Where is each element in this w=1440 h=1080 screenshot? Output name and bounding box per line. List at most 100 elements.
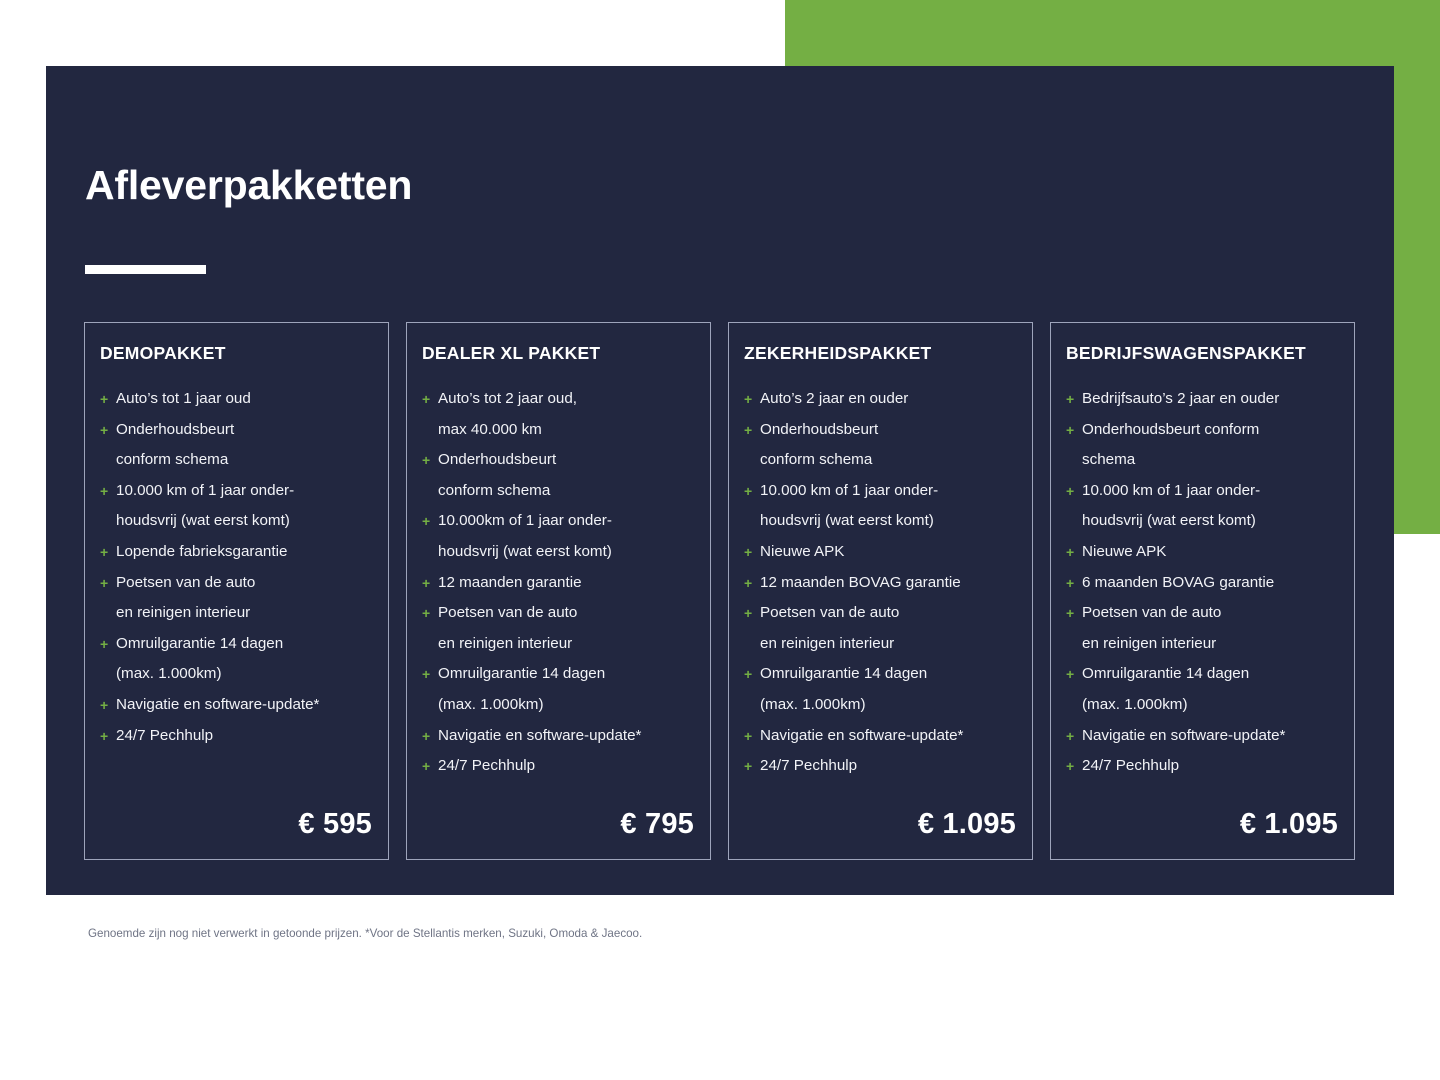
- package-feature-list: + Bedrijfsauto’s 2 jaar en ouder + Onderhou…: [1066, 384, 1338, 782]
- plus-icon: +: [422, 758, 431, 775]
- package-card[interactable]: ZEKERHEIDSPAKKET + Auto’s 2 jaar en ouder +…: [728, 322, 1033, 860]
- panel-inner: Afleverpakketten DEMOPAKKET + Auto’s tot 1…: [46, 66, 1394, 895]
- package-feature-label: Poetsen van de auto en reinigen interieu…: [760, 604, 900, 652]
- package-feature-item: + Onderhoudsbeurt conform schema: [422, 445, 694, 506]
- plus-icon: +: [1066, 605, 1075, 622]
- package-feature-label: Omruilgarantie 14 dagen (max. 1.000km): [1082, 665, 1250, 713]
- package-feature-label: 24/7 Pechhulp: [116, 726, 214, 744]
- package-feature-list: + Auto’s tot 2 jaar oud, max 40.000 km + On…: [422, 384, 694, 782]
- package-feature-label: Poetsen van de auto en reinigen interieu…: [438, 604, 578, 652]
- package-price: € 1.095: [917, 807, 1016, 840]
- plus-icon: +: [1066, 758, 1075, 775]
- package-feature-label: Bedrijfsauto’s 2 jaar en ouder: [1082, 390, 1280, 407]
- package-feature-label: 24/7 Pechhulp: [760, 757, 858, 775]
- package-feature-label: Lopende fabrieksgarantie: [116, 542, 288, 560]
- plus-icon: +: [744, 666, 753, 683]
- package-card-title: BEDRIJFSWAGENSPAKKET: [1066, 343, 1306, 363]
- page-title: Afleverpakketten: [85, 162, 413, 208]
- package-feature-item: + Navigatie en software-update*: [1066, 721, 1338, 752]
- package-feature-item: + Onderhoudsbeurt conform schema: [100, 415, 372, 476]
- package-card-title: ZEKERHEIDSPAKKET: [744, 343, 932, 363]
- plus-icon: +: [1066, 391, 1075, 407]
- package-feature-item: + Nieuwe APK: [744, 537, 1016, 568]
- package-feature-item: + Omruilgarantie 14 dagen (max. 1.000km): [422, 659, 694, 720]
- package-feature-label: Onderhoudsbeurt conform schema: [760, 420, 879, 469]
- package-feature-item: + Navigatie en software-update*: [422, 721, 694, 752]
- package-feature-item: +10.000 km of 1 jaar onder- houdsvrij (w…: [100, 476, 372, 537]
- package-feature-item: +24/7 Pechhulp: [100, 721, 372, 752]
- plus-icon: +: [1066, 666, 1075, 683]
- package-feature-item: + Poetsen van de auto en reinigen interie…: [100, 568, 372, 629]
- package-feature-label: 10.000 km of 1 jaar onder- houdsvrij (wa…: [116, 481, 295, 530]
- package-feature-label: 10.000 km of 1 jaar onder- houdsvrij (wa…: [760, 481, 939, 530]
- package-feature-item: + Omruilgarantie 14 dagen (max. 1.000km): [100, 629, 372, 690]
- package-feature-item: +24/7 Pechhulp: [1066, 751, 1338, 782]
- package-feature-label: Nieuwe APK: [760, 542, 845, 560]
- plus-icon: +: [1066, 421, 1075, 438]
- plus-icon: +: [744, 421, 753, 438]
- package-feature-item: + Auto’s tot 1 jaar oud: [100, 384, 372, 415]
- plus-icon: +: [100, 421, 109, 438]
- package-feature-label: Onderhoudsbeurt conform schema: [116, 420, 235, 469]
- plus-icon: +: [422, 727, 431, 744]
- package-feature-item: + Navigatie en software-update*: [100, 690, 372, 721]
- package-price: € 595: [298, 807, 372, 840]
- package-feature-label: Navigatie en software-update*: [760, 726, 964, 744]
- package-feature-item: +12 maanden BOVAG garantie: [744, 568, 1016, 599]
- plus-icon: +: [422, 666, 431, 683]
- package-feature-label: 24/7 Pechhulp: [1082, 757, 1180, 775]
- package-feature-label: Auto’s tot 2 jaar oud, max 40.000 km: [438, 390, 578, 438]
- package-feature-item: + Onderhoudsbeurt conform schema: [744, 415, 1016, 476]
- package-feature-label: Navigatie en software-update*: [1082, 726, 1286, 744]
- plus-icon: +: [744, 391, 753, 407]
- plus-icon: +: [100, 574, 109, 591]
- plus-icon: +: [744, 574, 753, 591]
- package-feature-item: + Auto’s tot 2 jaar oud, max 40.000 km: [422, 384, 694, 445]
- package-feature-item: + Poetsen van de auto en reinigen interie…: [1066, 598, 1338, 659]
- package-feature-label: Nieuwe APK: [1082, 542, 1167, 560]
- package-feature-label: 6 maanden BOVAG garantie: [1082, 573, 1275, 591]
- package-feature-item: +24/7 Pechhulp: [744, 751, 1016, 782]
- package-feature-item: +12 maanden garantie: [422, 568, 694, 599]
- plus-icon: +: [422, 605, 431, 622]
- package-card[interactable]: DEMOPAKKET + Auto’s tot 1 jaar oud + Onderho…: [84, 322, 389, 860]
- footnote-text: Genoemde zijn nog niet verwerkt in getoo…: [88, 927, 643, 940]
- package-feature-list: + Auto’s 2 jaar en ouder + Onderhoudsbeurt …: [744, 384, 1016, 782]
- package-feature-label: 12 maanden BOVAG garantie: [760, 573, 961, 591]
- afleverpakketten-panel: Afleverpakketten DEMOPAKKET + Auto’s tot 1…: [46, 66, 1394, 895]
- package-feature-label: Onderhoudsbeurt conform schema: [1082, 420, 1260, 469]
- package-price: € 1.095: [1239, 807, 1338, 840]
- package-feature-label: 10.000km of 1 jaar onder- houdsvrij (wat…: [438, 512, 612, 560]
- package-card-title: DEMOPAKKET: [100, 343, 226, 363]
- plus-icon: +: [744, 727, 753, 744]
- package-feature-item: + Omruilgarantie 14 dagen (max. 1.000km): [1066, 659, 1338, 720]
- package-feature-label: Navigatie en software-update*: [116, 695, 320, 713]
- plus-icon: +: [1066, 727, 1075, 744]
- package-card[interactable]: DEALER XL PAKKET + Auto’s tot 2 jaar oud, …: [406, 322, 711, 860]
- title-underline-rule: [85, 265, 206, 274]
- plus-icon: +: [100, 391, 109, 407]
- package-feature-item: + Onderhoudsbeurt conform schema: [1066, 415, 1338, 476]
- plus-icon: +: [100, 635, 109, 652]
- plus-icon: +: [744, 482, 753, 499]
- package-feature-item: + Omruilgarantie 14 dagen (max. 1.000km): [744, 659, 1016, 720]
- package-feature-label: 12 maanden garantie: [438, 573, 582, 591]
- package-card-title: DEALER XL PAKKET: [422, 343, 601, 363]
- package-feature-label: 24/7 Pechhulp: [438, 757, 536, 775]
- package-feature-item: +10.000 km of 1 jaar onder- houdsvrij (w…: [744, 476, 1016, 537]
- plus-icon: +: [100, 727, 109, 744]
- package-feature-item: + Navigatie en software-update*: [744, 721, 1016, 752]
- package-feature-list: + Auto’s tot 1 jaar oud + Onderhoudsbeurt c…: [100, 384, 372, 782]
- package-feature-label: Onderhoudsbeurt conform schema: [438, 451, 557, 499]
- package-feature-item: +10.000km of 1 jaar onder- houdsvrij (wa…: [422, 506, 694, 567]
- plus-icon: +: [744, 758, 753, 775]
- plus-icon: +: [100, 482, 109, 499]
- package-card-list: DEMOPAKKET + Auto’s tot 1 jaar oud + Onderho…: [84, 322, 1358, 860]
- plus-icon: +: [1066, 574, 1075, 591]
- package-feature-label: Omruilgarantie 14 dagen (max. 1.000km): [438, 665, 606, 713]
- package-card[interactable]: BEDRIJFSWAGENSPAKKET + Bedrijfsauto’s 2 ja…: [1050, 322, 1355, 860]
- plus-icon: +: [1066, 482, 1075, 499]
- package-feature-item: + Bedrijfsauto’s 2 jaar en ouder: [1066, 384, 1338, 415]
- plus-icon: +: [100, 543, 109, 560]
- package-feature-label: Auto’s 2 jaar en ouder: [760, 390, 909, 407]
